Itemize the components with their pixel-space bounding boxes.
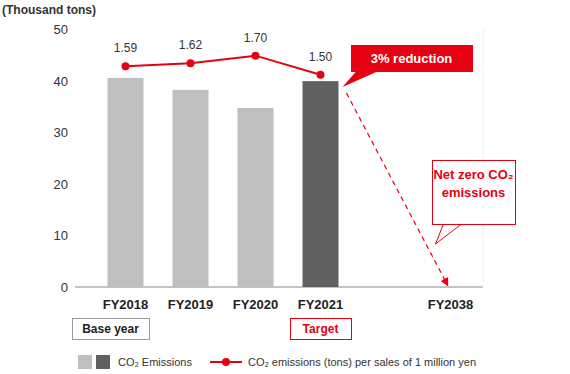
line [126,56,321,75]
y-tick-label: 10 [54,228,68,243]
annotation: 3% reduction [351,45,473,72]
bar [173,90,209,287]
y-tick-label: 0 [61,280,68,295]
data-labels: 1.59 1.62 1.70 1.50 [114,31,333,64]
y-tick-label: 20 [54,177,68,192]
legend-marker [222,358,230,366]
legend-label: CO₂ emissions (tons) per sales of 1 mill… [248,356,476,368]
y-axis-label: (Thousand tons) [2,3,96,17]
x-tick-label: FY2021 [298,297,344,312]
annotation: Target [290,318,352,340]
y2-axis-line [483,29,484,287]
y-tick-label: 40 [54,74,68,89]
data-label: 1.70 [244,31,268,45]
x-tick-label: FY2019 [168,297,214,312]
data-label: 1.59 [114,41,138,55]
legend-swatch [96,355,110,369]
data-label: 1.62 [179,38,203,52]
legend-label: CO₂ Emissions [118,356,192,368]
bar [303,81,339,287]
callout-tail [343,71,379,87]
y-tick-label: 50 [54,22,68,37]
plot-marks [108,52,339,287]
bar [108,78,144,287]
line-marker [187,59,195,67]
x-tick-label: FY2038 [428,297,474,312]
line-marker [252,52,260,60]
legend-swatch [78,355,92,369]
annotation: Net zero CO₂ emissions [432,160,516,225]
annotation: Base year [72,318,150,340]
x-tick-label: FY2020 [233,297,279,312]
line-marker [122,62,130,70]
callout-tail [436,224,462,244]
legend: CO₂ Emissions CO₂ emissions (tons) per sa… [78,355,476,369]
x-tick-label: FY2018 [103,297,149,312]
bar [238,108,274,287]
line-marker [317,71,325,79]
data-label: 1.50 [309,50,333,64]
y-tick-label: 30 [54,125,68,140]
